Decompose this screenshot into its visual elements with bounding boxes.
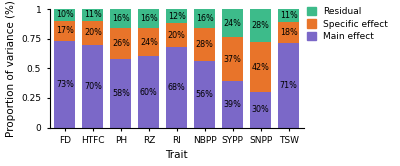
Text: 24%: 24% (224, 19, 242, 28)
Bar (250, 92, 271, 127)
Bar (166, 9, 187, 23)
Bar (278, 43, 299, 127)
Bar (110, 59, 131, 127)
Bar (82, 45, 103, 127)
Text: 37%: 37% (224, 55, 242, 64)
Text: 20%: 20% (84, 28, 102, 37)
Bar (194, 61, 215, 127)
Text: 24%: 24% (140, 38, 158, 47)
Text: 17%: 17% (56, 27, 74, 36)
Bar (250, 42, 271, 92)
Bar (222, 9, 243, 38)
Text: 20%: 20% (168, 31, 186, 40)
Bar (166, 47, 187, 127)
Bar (110, 28, 131, 59)
Text: 58%: 58% (112, 89, 130, 98)
Bar (250, 9, 271, 42)
Text: 11%: 11% (280, 11, 298, 20)
X-axis label: Trait: Trait (166, 150, 188, 161)
Bar (82, 21, 103, 45)
Text: 16%: 16% (140, 14, 158, 23)
Text: 73%: 73% (56, 80, 74, 89)
Bar (82, 8, 103, 21)
Bar (54, 9, 76, 21)
Text: 10%: 10% (56, 10, 74, 19)
Bar (194, 28, 215, 61)
Legend: Residual, Specific effect, Main effect: Residual, Specific effect, Main effect (306, 7, 388, 41)
Text: 39%: 39% (224, 100, 242, 109)
Bar (54, 41, 76, 127)
Text: 16%: 16% (112, 14, 130, 23)
Bar (138, 56, 159, 127)
Text: 28%: 28% (196, 40, 214, 49)
Text: 60%: 60% (140, 87, 158, 96)
Text: 26%: 26% (112, 39, 130, 48)
Text: 18%: 18% (280, 28, 298, 37)
Text: 42%: 42% (252, 63, 270, 72)
Text: 70%: 70% (84, 82, 102, 91)
Text: 71%: 71% (280, 81, 298, 90)
Text: 12%: 12% (168, 12, 186, 21)
Text: 56%: 56% (196, 90, 214, 99)
Bar (278, 22, 299, 43)
Bar (138, 9, 159, 28)
Bar (166, 23, 187, 47)
Text: 30%: 30% (252, 105, 270, 114)
Bar (222, 81, 243, 127)
Text: 16%: 16% (196, 14, 214, 23)
Bar (278, 9, 299, 22)
Bar (194, 9, 215, 28)
Text: 11%: 11% (84, 10, 102, 19)
Text: 28%: 28% (252, 21, 270, 30)
Bar (110, 9, 131, 28)
Bar (138, 28, 159, 56)
Y-axis label: Proportion of variance (%): Proportion of variance (%) (6, 0, 16, 137)
Bar (54, 21, 76, 41)
Bar (222, 38, 243, 81)
Text: 68%: 68% (168, 83, 186, 92)
